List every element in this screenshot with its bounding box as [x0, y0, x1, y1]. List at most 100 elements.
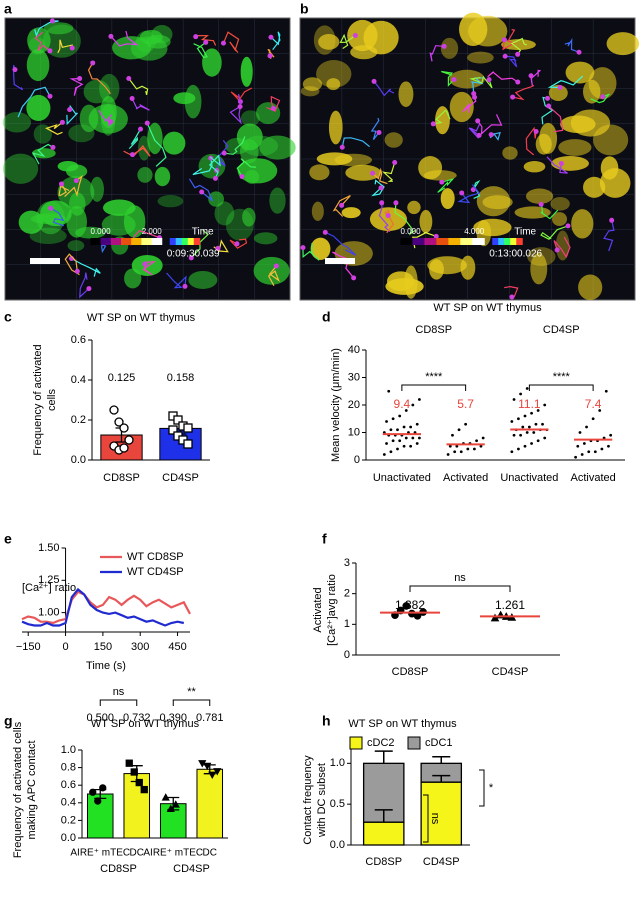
- tracked-cell: [50, 144, 56, 150]
- cell: [43, 22, 74, 35]
- time-colorbar: [492, 238, 499, 245]
- cell: [407, 200, 421, 215]
- x-tick-label: −150: [16, 641, 41, 653]
- point: [411, 436, 415, 440]
- cell: [310, 237, 331, 260]
- x-tick-label: CD8SP: [392, 666, 429, 678]
- tracked-cell: [129, 96, 135, 102]
- point: [479, 444, 483, 448]
- cell: [582, 176, 606, 198]
- tracked-cell: [371, 78, 377, 84]
- mean-label: 9.4: [394, 397, 411, 411]
- cell-track: [540, 225, 569, 240]
- point: [580, 453, 584, 456]
- cell-track: [66, 104, 78, 126]
- point: [593, 450, 597, 454]
- point: [140, 785, 148, 794]
- y-tick-label: 0.4: [71, 374, 86, 386]
- cell-track: [192, 158, 213, 176]
- cell: [560, 115, 596, 134]
- point: [119, 423, 129, 433]
- tracked-cell: [488, 132, 494, 138]
- cell: [154, 166, 171, 187]
- tracked-cell: [49, 18, 55, 24]
- point: [171, 800, 180, 808]
- cell: [157, 195, 184, 208]
- cell-track: [188, 178, 214, 202]
- x-tick-label: CD8SP: [103, 472, 140, 484]
- tracked-cell: [558, 161, 564, 167]
- colorbar-label: 2.000: [142, 227, 163, 236]
- point: [519, 433, 523, 437]
- point: [109, 405, 119, 415]
- point: [389, 428, 393, 432]
- cell-track: [373, 81, 395, 97]
- point: [382, 453, 386, 456]
- cell-track: [79, 272, 90, 299]
- cell: [309, 164, 330, 181]
- y-tick-label: 3: [344, 557, 350, 569]
- cell: [240, 110, 260, 127]
- cell-track: [553, 236, 571, 259]
- cell: [2, 111, 32, 133]
- colorbar: [448, 238, 461, 245]
- tracked-cell: [510, 94, 516, 100]
- tracked-cell: [239, 174, 245, 180]
- tracked-cell: [546, 103, 552, 109]
- cell-track: [302, 243, 320, 261]
- cell: [525, 188, 554, 204]
- cell: [345, 164, 382, 181]
- cell-track: [208, 154, 221, 179]
- y-tick-label: 20: [348, 399, 360, 411]
- tracked-cell: [430, 121, 436, 127]
- group-label: CD8SP: [100, 863, 137, 875]
- tracked-cell: [59, 181, 65, 187]
- cell-track: [267, 265, 280, 286]
- tracked-cell: [509, 294, 515, 300]
- cell-track: [128, 128, 142, 150]
- x-axis-label: Time (s): [86, 660, 126, 672]
- colorbar: [460, 238, 473, 245]
- cell: [326, 78, 341, 91]
- cell: [459, 12, 488, 46]
- tracked-cell: [300, 245, 306, 251]
- cell: [552, 212, 568, 227]
- point: [135, 778, 143, 787]
- point: [519, 392, 523, 396]
- point: [213, 768, 222, 776]
- point: [89, 788, 97, 796]
- cell: [440, 37, 459, 59]
- x-tick-label: DC: [130, 848, 144, 859]
- cell-track: [87, 62, 111, 95]
- tracked-cell: [234, 241, 240, 247]
- cell: [240, 56, 253, 87]
- cell-track: [564, 37, 580, 53]
- time-colorbar: [504, 238, 511, 245]
- significance-bracket: [409, 585, 511, 592]
- timestamp: 0:09:30.039: [167, 249, 220, 260]
- mean-label: 5.7: [457, 397, 474, 411]
- cell-track: [441, 70, 455, 87]
- legend-swatch: [349, 736, 363, 750]
- point: [391, 439, 395, 443]
- tracked-cell: [470, 187, 476, 193]
- cell-track: [469, 75, 493, 89]
- point: [525, 431, 529, 434]
- point: [203, 762, 212, 771]
- y-tick-label: 30: [348, 371, 360, 383]
- cell: [460, 255, 476, 280]
- cell: [523, 161, 546, 173]
- tracked-cell: [212, 175, 218, 181]
- significance-label: **: [187, 686, 196, 698]
- point: [166, 804, 175, 813]
- point: [543, 436, 547, 440]
- cell-track: [34, 31, 51, 52]
- cell-track: [44, 121, 63, 135]
- cell: [236, 123, 263, 151]
- cell: [328, 110, 343, 145]
- significance-bracket: [99, 699, 138, 706]
- tracked-cell: [215, 245, 221, 251]
- cell: [419, 209, 433, 234]
- point: [409, 425, 413, 429]
